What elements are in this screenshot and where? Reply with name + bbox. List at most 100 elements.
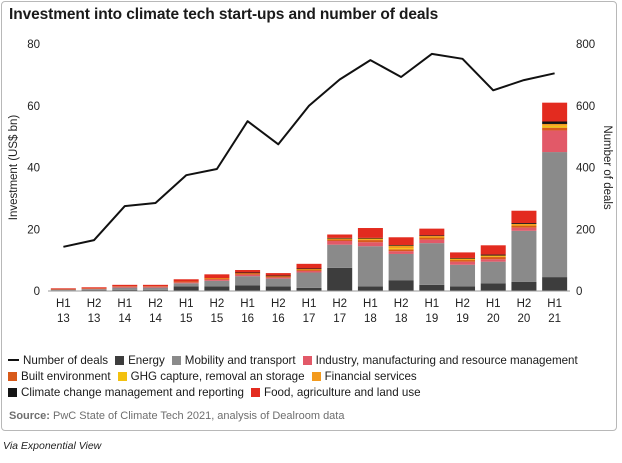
x-tick-label: 17 bbox=[333, 313, 346, 325]
bar-segment bbox=[327, 234, 353, 238]
x-tick-label: 17 bbox=[303, 313, 316, 325]
legend-swatch bbox=[8, 372, 17, 381]
bar-segment bbox=[450, 286, 476, 291]
bar-segment bbox=[112, 286, 138, 287]
bar-segment bbox=[511, 281, 537, 291]
x-tick-label: H1 bbox=[486, 298, 501, 310]
legend-item: Food, agriculture and land use bbox=[251, 385, 421, 401]
bar-segment bbox=[511, 224, 537, 225]
bar-segment bbox=[81, 287, 107, 289]
x-tick-label: 15 bbox=[180, 313, 193, 325]
bar-segment bbox=[388, 253, 414, 281]
bar-segment bbox=[450, 264, 476, 287]
bar-segment bbox=[419, 228, 445, 236]
y-tick-label: 0 bbox=[34, 286, 40, 298]
chart-frame bbox=[1, 1, 617, 431]
bar-segment bbox=[265, 276, 291, 278]
y2-tick-label: 200 bbox=[576, 224, 595, 236]
source-text: PwC State of Climate Tech 2021, analysis… bbox=[53, 410, 345, 422]
x-tick-label: H2 bbox=[517, 298, 532, 310]
legend-item: GHG capture, removal an storage bbox=[117, 369, 305, 385]
bar-segment bbox=[235, 272, 261, 274]
bar-segment bbox=[235, 274, 261, 277]
y-tick-label: 20 bbox=[27, 224, 40, 236]
legend-item: Built environment bbox=[8, 369, 111, 385]
x-tick-label: H2 bbox=[87, 298, 102, 310]
bar-segment bbox=[112, 287, 138, 290]
bar-segment bbox=[235, 276, 261, 286]
legend-item: Industry, manufacturing and resource man… bbox=[302, 353, 578, 369]
x-tick-label: H1 bbox=[363, 298, 378, 310]
legend-swatch bbox=[302, 356, 312, 365]
legend-row: Built environment GHG capture, removal an… bbox=[8, 369, 585, 385]
x-tick-label: H2 bbox=[148, 298, 163, 310]
bar-segment bbox=[327, 240, 353, 245]
bar-segment bbox=[296, 268, 322, 270]
bar-segment bbox=[265, 275, 291, 277]
x-tick-label: H2 bbox=[394, 298, 409, 310]
y2-tick-label: 800 bbox=[576, 39, 595, 51]
bar-segment bbox=[50, 288, 76, 289]
y2-tick-label: 600 bbox=[576, 101, 595, 113]
x-tick-label: H1 bbox=[302, 298, 317, 310]
legend-row: Number of deals Energy Mobility and transp… bbox=[8, 353, 585, 369]
x-tick-label: H1 bbox=[424, 298, 439, 310]
bar-segment bbox=[388, 249, 414, 252]
legend-label: Industry, manufacturing and resource man… bbox=[315, 354, 578, 367]
bar-segment bbox=[204, 280, 230, 287]
bar-segment bbox=[357, 242, 383, 247]
bar-segment bbox=[419, 243, 445, 285]
bar-segment bbox=[419, 236, 445, 237]
x-tick-label: H1 bbox=[240, 298, 255, 310]
legend-swatch bbox=[8, 388, 17, 397]
x-tick-label: 19 bbox=[456, 313, 469, 325]
bar-segment bbox=[450, 259, 476, 261]
bar-segment bbox=[142, 289, 168, 291]
bar-segment bbox=[327, 244, 353, 268]
bar-segment bbox=[480, 261, 506, 284]
bar-segment bbox=[357, 246, 383, 287]
chart-title: Investment into climate tech start-ups a… bbox=[9, 6, 439, 23]
bar-segment bbox=[357, 228, 383, 238]
via-credit: Via Exponential View bbox=[3, 440, 102, 452]
bar-segment bbox=[235, 273, 261, 275]
bar-segment bbox=[388, 244, 414, 246]
bar-segment bbox=[542, 127, 568, 131]
bar-segment bbox=[173, 279, 199, 282]
bar-segment bbox=[388, 280, 414, 291]
legend-label: Built environment bbox=[21, 370, 111, 383]
x-tick-label: H1 bbox=[117, 298, 132, 310]
bar-segment bbox=[296, 270, 322, 273]
legend-swatch bbox=[115, 356, 125, 365]
legend-item: Mobility and transport bbox=[171, 353, 296, 369]
bar-segment bbox=[419, 284, 445, 291]
x-tick-label: 18 bbox=[395, 313, 408, 325]
legend-item: Number of deals bbox=[8, 353, 108, 369]
bar-segment bbox=[142, 286, 168, 288]
y-tick-label: 40 bbox=[27, 163, 40, 175]
legend-row: Climate change management and reporting F… bbox=[8, 385, 585, 401]
bar-segment bbox=[265, 277, 291, 279]
bar-segment bbox=[327, 267, 353, 291]
legend-label: GHG capture, removal an storage bbox=[130, 370, 305, 383]
bar-segment bbox=[142, 286, 168, 287]
bar-segment bbox=[511, 227, 537, 231]
bar-segment bbox=[357, 239, 383, 241]
legend-swatch bbox=[117, 372, 127, 381]
y-axis-title: Investment (US$ bn) bbox=[8, 115, 20, 221]
bar-segment bbox=[173, 281, 199, 283]
legend-swatch bbox=[311, 372, 321, 381]
bar-segment bbox=[204, 286, 230, 291]
bar-segment bbox=[204, 278, 230, 279]
y2-tick-label: 400 bbox=[576, 163, 595, 175]
bar-segment bbox=[480, 255, 506, 257]
bar-segment bbox=[112, 284, 138, 287]
bar-segment bbox=[357, 286, 383, 291]
bar-segment bbox=[542, 121, 568, 124]
bar-segment bbox=[173, 282, 199, 284]
bar-segment bbox=[388, 245, 414, 249]
bar-segment bbox=[511, 223, 537, 225]
bar-segment bbox=[296, 263, 322, 269]
bar-segment bbox=[388, 237, 414, 245]
y-tick-label: 60 bbox=[27, 101, 40, 113]
